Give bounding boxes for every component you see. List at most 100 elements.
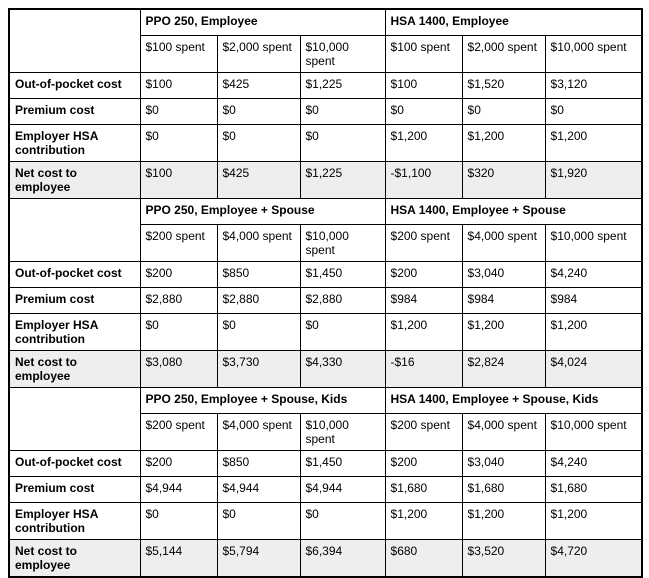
value-cell: $1,200 [461,124,546,162]
value-cell: $0 [544,98,643,125]
spent-header: $100 spent [384,35,463,73]
spent-header: $10,000 spent [544,224,643,262]
ppo-section-title: PPO 250, Employee + Spouse, Kids [139,387,386,414]
ppo-section-title: PPO 250, Employee [139,8,386,36]
value-cell: $1,200 [384,502,463,540]
table-row: Employer HSA contribution $0 $0 $0 $1,20… [8,502,643,540]
value-cell: $1,200 [544,124,643,162]
value-cell: $0 [139,313,218,351]
spent-header: $10,000 spent [299,35,386,73]
value-cell: $1,200 [461,313,546,351]
spent-header: $2,000 spent [216,35,301,73]
corner-cell [8,198,141,262]
spent-header: $200 spent [139,224,218,262]
value-cell: $0 [216,98,301,125]
net-cost-row: Net cost to employee $3,080 $3,730 $4,33… [8,350,643,388]
table-row: Premium cost $0 $0 $0 $0 $0 $0 [8,98,643,125]
document-page: PPO 250, Employee HSA 1400, Employee $10… [8,8,644,578]
value-cell: $0 [139,98,218,125]
value-cell: $984 [461,287,546,314]
value-cell: $1,680 [384,476,463,503]
value-cell: $2,824 [461,350,546,388]
value-cell: $200 [139,450,218,477]
value-cell: $4,944 [139,476,218,503]
value-cell: $2,880 [216,287,301,314]
value-cell: $1,200 [544,313,643,351]
spent-header: $10,000 spent [544,413,643,451]
spent-header: $2,000 spent [461,35,546,73]
value-cell: $200 [139,261,218,288]
value-cell: $5,794 [216,539,301,578]
section-2-spent-row: $200 spent $4,000 spent $10,000 spent $2… [9,224,643,262]
plan-comparison-table: PPO 250, Employee HSA 1400, Employee $10… [8,8,644,578]
value-cell: $1,450 [299,450,386,477]
value-cell: $4,720 [544,539,643,578]
value-cell: $100 [139,72,218,99]
value-cell: $4,240 [544,261,643,288]
value-cell: $100 [384,72,463,99]
value-cell: $1,520 [461,72,546,99]
value-cell: -$16 [384,350,463,388]
value-cell: $3,040 [461,261,546,288]
row-label: Out-of-pocket cost [8,450,141,477]
value-cell: $3,120 [544,72,643,99]
spent-header: $200 spent [384,224,463,262]
value-cell: $425 [216,72,301,99]
value-cell: $4,944 [216,476,301,503]
value-cell: $0 [139,124,218,162]
row-label: Employer HSA contribution [8,313,141,351]
value-cell: $320 [461,161,546,199]
value-cell: $850 [216,450,301,477]
value-cell: $4,024 [544,350,643,388]
value-cell: $3,730 [216,350,301,388]
table-row: Out-of-pocket cost $100 $425 $1,225 $100… [8,72,643,99]
value-cell: $0 [216,313,301,351]
value-cell: $2,880 [299,287,386,314]
row-label: Premium cost [8,98,141,125]
value-cell: $0 [299,124,386,162]
value-cell: $1,225 [299,161,386,199]
spent-header: $4,000 spent [461,413,546,451]
net-cost-row: Net cost to employee $5,144 $5,794 $6,39… [8,539,643,578]
value-cell: $4,330 [299,350,386,388]
value-cell: $4,240 [544,450,643,477]
value-cell: $0 [461,98,546,125]
row-label: Out-of-pocket cost [8,261,141,288]
value-cell: $3,080 [139,350,218,388]
corner-cell [8,8,141,73]
section-3-spent-row: $200 spent $4,000 spent $10,000 spent $2… [9,413,643,451]
value-cell: $1,920 [544,161,643,199]
value-cell: $0 [216,124,301,162]
value-cell: $2,880 [139,287,218,314]
value-cell: $6,394 [299,539,386,578]
value-cell: $100 [139,161,218,199]
section-2-title-row: PPO 250, Employee + Spouse HSA 1400, Emp… [8,198,643,262]
row-label: Employer HSA contribution [8,124,141,162]
spent-header: $200 spent [139,413,218,451]
value-cell: $0 [384,98,463,125]
hsa-section-title: HSA 1400, Employee + Spouse, Kids [384,387,643,414]
value-cell: $200 [384,450,463,477]
value-cell: $680 [384,539,463,578]
net-cost-row: Net cost to employee $100 $425 $1,225 -$… [8,161,643,199]
section-1-title-row: PPO 250, Employee HSA 1400, Employee [8,8,643,73]
value-cell: $1,200 [384,124,463,162]
row-label: Premium cost [8,287,141,314]
table-row: Premium cost $4,944 $4,944 $4,944 $1,680… [8,476,643,503]
value-cell: $0 [299,98,386,125]
spent-header: $10,000 spent [544,35,643,73]
value-cell: $0 [139,502,218,540]
table-row: Premium cost $2,880 $2,880 $2,880 $984 $… [8,287,643,314]
value-cell: -$1,100 [384,161,463,199]
row-label: Out-of-pocket cost [8,72,141,99]
value-cell: $0 [299,502,386,540]
value-cell: $1,200 [384,313,463,351]
value-cell: $1,680 [461,476,546,503]
spent-header: $4,000 spent [216,413,301,451]
value-cell: $1,200 [544,502,643,540]
spent-header: $10,000 spent [299,224,386,262]
row-label: Premium cost [8,476,141,503]
row-label: Net cost to employee [8,539,141,578]
value-cell: $1,450 [299,261,386,288]
value-cell: $3,520 [461,539,546,578]
